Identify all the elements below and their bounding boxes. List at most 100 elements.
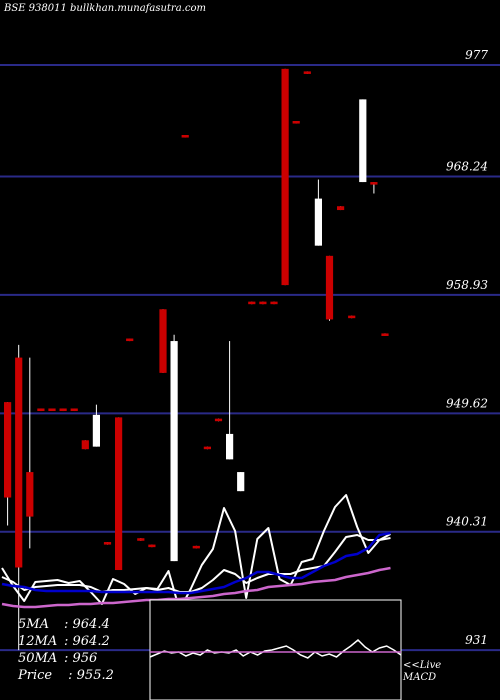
candle xyxy=(237,472,245,492)
candle-body xyxy=(126,338,134,342)
candle xyxy=(137,538,145,541)
candle xyxy=(281,68,289,286)
y-tick-label: 931 xyxy=(465,633,488,647)
candle-body xyxy=(148,544,156,548)
candle xyxy=(181,135,189,138)
y-tick-label: 949.62 xyxy=(446,396,488,410)
candle-body xyxy=(192,545,200,549)
candle xyxy=(370,182,378,194)
candle-body xyxy=(59,408,67,412)
ma-value: 964.4 xyxy=(72,617,110,632)
candle-body xyxy=(159,309,167,373)
ma-value: 964.2 xyxy=(72,634,110,649)
moving-average-lines xyxy=(1,494,391,611)
candle-body xyxy=(281,68,289,286)
macd-panel xyxy=(149,599,402,700)
y-tick-label: 968.24 xyxy=(446,159,488,173)
candle xyxy=(15,344,23,651)
candle xyxy=(348,315,356,319)
candle xyxy=(126,338,134,342)
candle-body xyxy=(359,99,367,183)
candle-body xyxy=(237,472,245,492)
candle xyxy=(159,309,167,373)
candle-body xyxy=(314,198,322,246)
candle-body xyxy=(37,408,45,412)
candle xyxy=(325,255,334,321)
candle-body xyxy=(348,315,356,319)
candle xyxy=(92,404,100,447)
candle xyxy=(214,418,223,422)
chart-header: BSE 938011 bullkhan.munafasutra.com xyxy=(4,3,206,14)
candle-body xyxy=(48,408,56,412)
ma-key: Price xyxy=(18,668,53,683)
macd-label: MACD xyxy=(403,672,437,683)
candle xyxy=(59,408,67,412)
ma-value: 956 xyxy=(72,651,98,666)
candle-body xyxy=(170,341,178,562)
candle-body xyxy=(137,538,145,541)
candle xyxy=(203,446,211,450)
candle xyxy=(248,301,256,305)
candle xyxy=(48,408,56,412)
candle xyxy=(26,357,34,549)
price-gridlines xyxy=(0,64,500,652)
candle-body xyxy=(270,301,278,305)
candle xyxy=(37,408,45,412)
candle xyxy=(115,417,123,571)
ma-line xyxy=(1,531,391,595)
candle xyxy=(381,333,389,336)
candle-body xyxy=(115,417,123,571)
candle xyxy=(226,341,234,460)
candle-body xyxy=(103,542,112,545)
candle xyxy=(270,301,278,305)
candle xyxy=(259,301,267,305)
candle-body xyxy=(4,402,12,498)
candle xyxy=(81,440,89,450)
candle xyxy=(314,179,322,246)
candle xyxy=(292,121,300,124)
ma-key: 50MA xyxy=(18,651,58,666)
candle xyxy=(359,99,367,183)
candle xyxy=(337,206,345,211)
candle-body xyxy=(81,440,89,450)
candles xyxy=(4,68,389,651)
candle-body xyxy=(259,301,267,305)
candle-body xyxy=(337,206,345,211)
candle xyxy=(103,542,112,545)
ma-key: 5MA xyxy=(18,617,49,632)
ma-key: 12MA xyxy=(18,634,58,649)
ma-row-12ma: 12MA: 964.2 xyxy=(18,634,110,649)
y-tick-label: 977 xyxy=(465,48,488,62)
y-axis-tick-labels: 977 968.24 958.93 949.62 940.31 931 xyxy=(446,48,488,647)
ma-summary: 5MA: 964.4 12MA: 964.2 50MA: 956 Price :… xyxy=(18,616,114,684)
ma-value: 955.2 xyxy=(76,668,114,683)
live-label: <<Live xyxy=(403,660,442,671)
ma-line xyxy=(1,494,391,611)
ma-line xyxy=(1,534,391,593)
candle-body xyxy=(92,414,100,447)
macd-line xyxy=(149,638,402,659)
ma-row-5ma: 5MA: 964.4 xyxy=(18,617,110,632)
candle xyxy=(170,334,178,562)
candle xyxy=(303,71,311,74)
y-tick-label: 958.93 xyxy=(446,278,488,292)
candle-body xyxy=(381,333,389,336)
candle-body xyxy=(181,135,189,138)
candle-body xyxy=(325,255,334,320)
candle-body xyxy=(370,182,378,185)
candle-body xyxy=(15,357,23,568)
candle-body xyxy=(214,418,223,422)
candle-body xyxy=(203,446,211,450)
ma-row-price: Price : 955.2 xyxy=(18,668,114,683)
y-tick-label: 940.31 xyxy=(446,515,488,529)
candle-body xyxy=(226,433,234,460)
candle-body xyxy=(292,121,300,124)
live-macd-link[interactable]: <<Live MACD xyxy=(403,660,441,684)
candle xyxy=(192,545,200,549)
candle-body xyxy=(70,408,78,412)
candle xyxy=(70,408,78,412)
candle-body xyxy=(26,472,34,517)
ma-line xyxy=(1,566,391,609)
candle-body xyxy=(248,301,256,305)
